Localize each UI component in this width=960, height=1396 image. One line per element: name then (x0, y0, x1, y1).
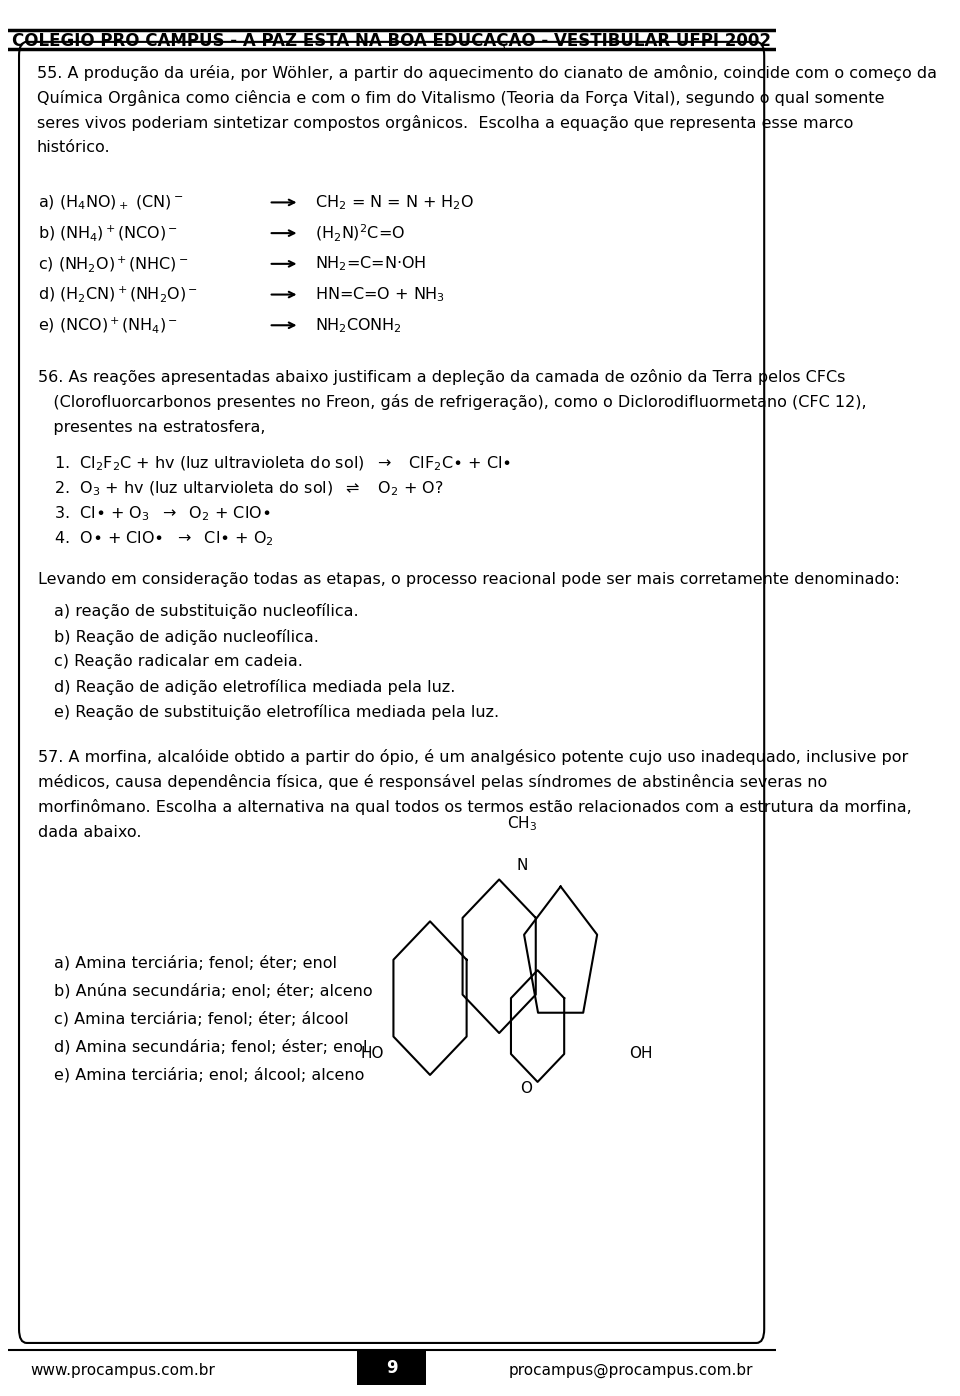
FancyBboxPatch shape (19, 42, 764, 1343)
Text: COLÉGIO PRO CAMPUS - A PAZ ESTÁ NA BOA EDUCAÇÃO - VESTIBULAR UFPI 2002: COLÉGIO PRO CAMPUS - A PAZ ESTÁ NA BOA E… (12, 29, 771, 50)
Text: 2.  O$_3$ + hv (luz ultarvioleta do sol)  $\rightleftharpoons$   O$_2$ + O?: 2. O$_3$ + hv (luz ultarvioleta do sol) … (54, 479, 443, 498)
Text: www.procampus.com.br: www.procampus.com.br (31, 1364, 215, 1378)
Text: d) Reação de adição eletrofílica mediada pela luz.: d) Reação de adição eletrofílica mediada… (54, 678, 455, 695)
Text: NH$_2$CONH$_2$: NH$_2$CONH$_2$ (315, 315, 401, 335)
Text: 55. A produção da uréia, por Wöhler, a partir do aquecimento do cianato de amôni: 55. A produção da uréia, por Wöhler, a p… (36, 64, 937, 81)
Text: Química Orgânica como ciência e com o fim do Vitalismo (Teoria da Força Vital), : Química Orgânica como ciência e com o fi… (36, 89, 884, 106)
Text: CH$_3$: CH$_3$ (507, 814, 538, 833)
Text: morfinômano. Escolha a alternativa na qual todos os termos estão relacionados co: morfinômano. Escolha a alternativa na qu… (38, 799, 912, 815)
Text: NH$_2$=C=N$\cdot$OH: NH$_2$=C=N$\cdot$OH (315, 254, 426, 274)
Text: a) Amina terciária; fenol; éter; enol: a) Amina terciária; fenol; éter; enol (54, 955, 337, 972)
Text: 57. A morfina, alcalóide obtido a partir do ópio, é um analgésico potente cujo u: 57. A morfina, alcalóide obtido a partir… (38, 748, 908, 765)
Text: HO: HO (361, 1047, 384, 1061)
Text: d) (H$_2$CN)$^+$(NH$_2$O)$^-$: d) (H$_2$CN)$^+$(NH$_2$O)$^-$ (38, 285, 198, 304)
Text: 9: 9 (386, 1360, 397, 1376)
Text: e) Reação de substituição eletrofílica mediada pela luz.: e) Reação de substituição eletrofílica m… (54, 704, 498, 720)
Text: HN=C=O + NH$_3$: HN=C=O + NH$_3$ (315, 285, 444, 304)
Text: e) (NCO)$^+$(NH$_4$)$^-$: e) (NCO)$^+$(NH$_4$)$^-$ (38, 315, 178, 335)
Text: e) Amina terciária; enol; álcool; alceno: e) Amina terciária; enol; álcool; alceno (54, 1067, 364, 1083)
Text: CH$_2$ = N = N + H$_2$O: CH$_2$ = N = N + H$_2$O (315, 193, 474, 212)
Text: (Clorofluorcarbonos presentes no Freon, gás de refrigeração), como o Diclorodifl: (Clorofluorcarbonos presentes no Freon, … (38, 394, 867, 410)
FancyBboxPatch shape (357, 1351, 426, 1385)
Text: histórico.: histórico. (36, 141, 110, 155)
Text: a) reação de substituição nucleofílica.: a) reação de substituição nucleofílica. (54, 603, 358, 620)
Text: dada abaixo.: dada abaixo. (38, 825, 142, 839)
Text: N: N (516, 859, 528, 872)
Text: presentes na estratosfera,: presentes na estratosfera, (38, 420, 266, 434)
Text: c) (NH$_2$O)$^+$(NHC)$^-$: c) (NH$_2$O)$^+$(NHC)$^-$ (38, 254, 188, 274)
Text: a) (H$_4$NO)$_+$ (CN)$^-$: a) (H$_4$NO)$_+$ (CN)$^-$ (38, 193, 183, 212)
Text: b) Anúna secundária; enol; éter; alceno: b) Anúna secundária; enol; éter; alceno (54, 983, 372, 1000)
Text: O: O (520, 1082, 532, 1096)
Text: b) (NH$_4$)$^+$(NCO)$^-$: b) (NH$_4$)$^+$(NCO)$^-$ (38, 223, 179, 243)
Text: Levando em consideração todas as etapas, o processo reacional pode ser mais corr: Levando em consideração todas as etapas,… (38, 572, 900, 586)
Text: b) Reação de adição nucleofílica.: b) Reação de adição nucleofílica. (54, 628, 319, 645)
Text: médicos, causa dependência física, que é responsável pelas síndromes de abstinên: médicos, causa dependência física, que é… (38, 773, 828, 790)
Text: OH: OH (630, 1047, 653, 1061)
Text: c) Reação radicalar em cadeia.: c) Reação radicalar em cadeia. (54, 655, 302, 669)
Text: c) Amina terciária; fenol; éter; álcool: c) Amina terciária; fenol; éter; álcool (54, 1011, 348, 1027)
Text: 56. As reações apresentadas abaixo justificam a depleção da camada de ozônio da : 56. As reações apresentadas abaixo justi… (38, 369, 846, 385)
Text: d) Amina secundária; fenol; éster; enol: d) Amina secundária; fenol; éster; enol (54, 1039, 367, 1055)
Text: (H$_2$N)$^2$C=O: (H$_2$N)$^2$C=O (315, 222, 405, 244)
Text: procampus@procampus.com.br: procampus@procampus.com.br (508, 1364, 753, 1378)
Text: 4.  O$\bullet$ + ClO$\bullet$  $\rightarrow$  Cl$\bullet$ + O$_2$: 4. O$\bullet$ + ClO$\bullet$ $\rightarro… (54, 529, 274, 549)
Text: 3.  Cl$\bullet$ + O$_3$  $\rightarrow$  O$_2$ + ClO$\bullet$: 3. Cl$\bullet$ + O$_3$ $\rightarrow$ O$_… (54, 504, 270, 524)
Text: seres vivos poderiam sintetizar compostos orgânicos.  Escolha a equação que repr: seres vivos poderiam sintetizar composto… (36, 114, 853, 131)
Text: 1.  Cl$_2$F$_2$C + hv (luz ultravioleta do sol)  $\rightarrow$   ClF$_2$C$\bulle: 1. Cl$_2$F$_2$C + hv (luz ultravioleta d… (54, 454, 511, 473)
